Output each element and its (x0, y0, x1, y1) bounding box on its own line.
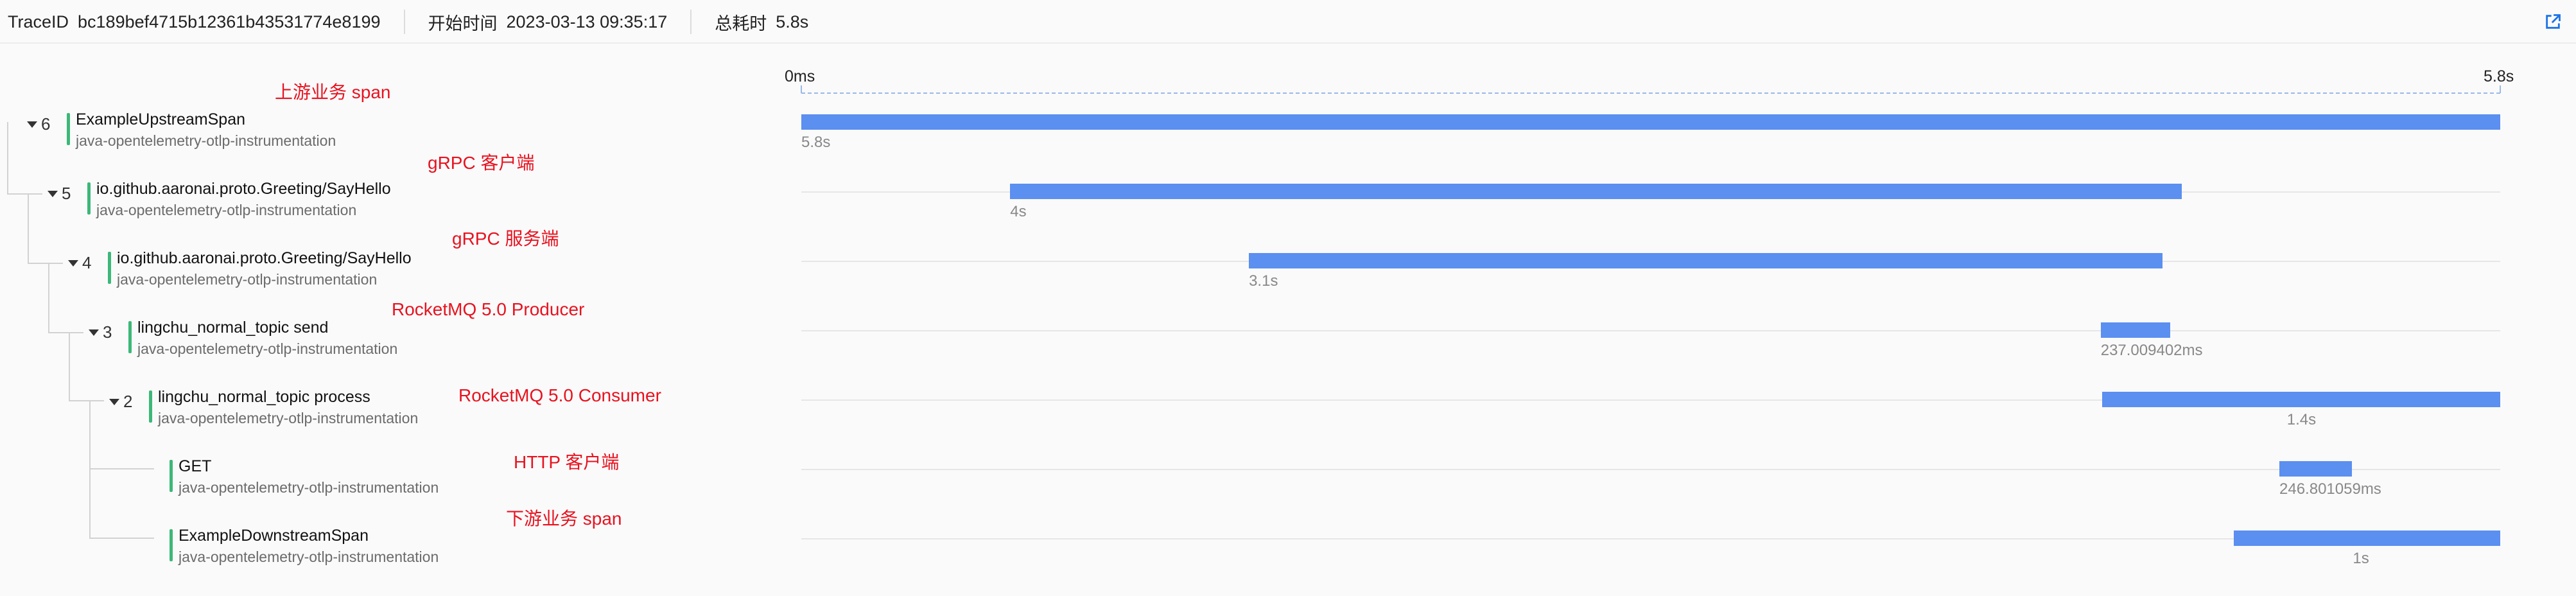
collapse-toggle-icon[interactable] (48, 191, 58, 197)
axis-tick-start (801, 85, 802, 93)
timeline-track (801, 330, 2500, 331)
duration-label: 总耗时 (715, 13, 767, 33)
tree-connectors (7, 122, 154, 539)
span-name[interactable]: ExampleUpstreamSpan (76, 110, 246, 128)
span-status-indicator (149, 390, 152, 423)
span-service-name: java-opentelemetry-otlp-instrumentation (76, 132, 336, 149)
span-duration-label: 246.801059ms (2279, 480, 2381, 498)
span-service-name: java-opentelemetry-otlp-instrumentation (158, 410, 419, 426)
span-duration-bar[interactable] (1249, 253, 2163, 268)
child-count: 5 (62, 184, 71, 203)
header-divider (690, 10, 692, 34)
span-duration-label: 4s (1010, 203, 1027, 220)
span-name[interactable]: lingchu_normal_topic send (137, 319, 329, 337)
span-status-indicator (87, 182, 91, 215)
start-time-item: 开始时间 2023-03-13 09:35:17 (405, 0, 691, 44)
span-status-indicator (170, 529, 173, 561)
span-status-indicator (67, 113, 70, 145)
span-name[interactable]: GET (178, 457, 212, 475)
span-duration-bar[interactable] (2279, 461, 2352, 477)
duration-value: 5.8s (776, 12, 809, 31)
span-duration-label: 3.1s (1249, 272, 1278, 290)
trace-id-item: TraceID bc189bef4715b12361b43531774e8199 (0, 0, 404, 44)
child-count: 2 (123, 392, 133, 411)
span-service-name: java-opentelemetry-otlp-instrumentation (96, 202, 357, 218)
span-duration-bar[interactable] (2233, 530, 2500, 546)
collapse-toggle-icon[interactable] (27, 121, 37, 128)
timeline-track (801, 469, 2500, 470)
span-annotation: RocketMQ 5.0 Consumer (458, 385, 661, 405)
collapse-toggle-icon[interactable] (89, 329, 99, 336)
collapse-toggle-icon[interactable] (68, 260, 78, 267)
span-annotation: gRPC 客户端 (428, 153, 535, 173)
timeline-track (801, 399, 2500, 401)
span-status-indicator (128, 321, 132, 353)
trace-id-label: TraceID (8, 12, 69, 31)
span-service-name: java-opentelemetry-otlp-instrumentation (178, 548, 439, 565)
span-service-name: java-opentelemetry-otlp-instrumentation (137, 340, 398, 357)
span-duration-label: 5.8s (801, 134, 831, 151)
span-annotation: HTTP 客户端 (514, 452, 620, 472)
span-service-name: java-opentelemetry-otlp-instrumentation (178, 479, 439, 496)
axis-start-label: 0ms (785, 67, 815, 85)
child-count: 6 (41, 114, 51, 134)
span-duration-label: 237.009402ms (2100, 342, 2203, 359)
duration-item: 总耗时 5.8s (692, 0, 831, 44)
span-service-name: java-opentelemetry-otlp-instrumentation (117, 271, 378, 288)
span-duration-bar[interactable] (2100, 322, 2170, 338)
axis-tick-end (2500, 85, 2501, 93)
span-name[interactable]: lingchu_normal_topic process (158, 388, 370, 406)
span-annotation: 上游业务 span (275, 82, 391, 102)
collapse-toggle-icon[interactable] (109, 399, 119, 405)
span-duration-label: 1.4s (2286, 411, 2317, 428)
child-count: 4 (82, 253, 92, 272)
timeline-track (801, 538, 2500, 539)
span-duration-bar[interactable] (801, 114, 2500, 130)
span-name[interactable]: io.github.aaronai.proto.Greeting/SayHell… (96, 180, 391, 198)
span-name[interactable]: io.github.aaronai.proto.Greeting/SayHell… (117, 249, 412, 267)
external-link-icon[interactable] (2544, 13, 2562, 31)
span-annotation: 下游业务 span (506, 509, 622, 529)
span-duration-bar[interactable] (1010, 184, 2182, 199)
span-status-indicator (108, 252, 111, 284)
span-annotation: gRPC 服务端 (452, 229, 559, 249)
trace-id-value: bc189bef4715b12361b43531774e8199 (78, 12, 381, 31)
timeline-axis (801, 92, 2500, 94)
span-status-indicator (170, 460, 173, 492)
header-divider-line (0, 42, 2576, 44)
axis-end-label: 5.8s (2484, 67, 2514, 85)
start-time-value: 2023-03-13 09:35:17 (506, 12, 668, 31)
child-count: 3 (103, 322, 112, 342)
span-name[interactable]: ExampleDownstreamSpan (178, 527, 369, 545)
span-annotation: RocketMQ 5.0 Producer (392, 299, 585, 319)
start-time-label: 开始时间 (428, 13, 498, 33)
header-divider (403, 10, 405, 34)
trace-header: TraceID bc189bef4715b12361b43531774e8199… (0, 0, 2576, 44)
span-duration-label: 1s (2353, 550, 2369, 567)
span-duration-bar[interactable] (2102, 392, 2500, 407)
